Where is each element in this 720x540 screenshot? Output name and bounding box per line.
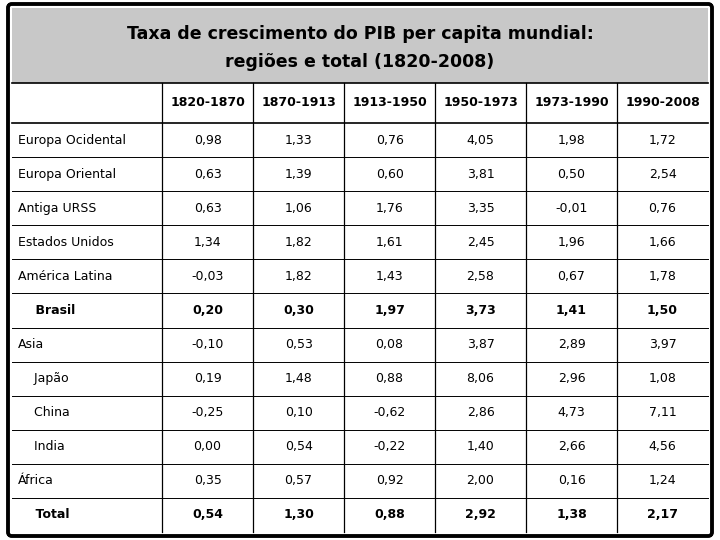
Text: 0,98: 0,98	[194, 133, 222, 146]
Text: 2,00: 2,00	[467, 474, 495, 488]
Text: regiões e total (1820-2008): regiões e total (1820-2008)	[225, 53, 495, 71]
Text: 1820-1870: 1820-1870	[170, 97, 245, 110]
Text: 0,88: 0,88	[374, 509, 405, 522]
Text: 2,58: 2,58	[467, 270, 495, 283]
Text: Taxa de crescimento do PIB per capita mundial:: Taxa de crescimento do PIB per capita mu…	[127, 25, 593, 43]
Text: India: India	[18, 440, 65, 453]
Text: 1,98: 1,98	[558, 133, 585, 146]
Text: 8,06: 8,06	[467, 372, 495, 385]
Text: 1,34: 1,34	[194, 236, 222, 249]
Text: 2,17: 2,17	[647, 509, 678, 522]
Text: 2,89: 2,89	[558, 338, 585, 351]
Text: 3,73: 3,73	[465, 304, 496, 317]
Text: Asia: Asia	[18, 338, 44, 351]
Text: 1,76: 1,76	[376, 202, 403, 215]
Text: 2,86: 2,86	[467, 406, 495, 419]
Text: 1,33: 1,33	[285, 133, 312, 146]
Text: 0,53: 0,53	[284, 338, 312, 351]
Text: 1990-2008: 1990-2008	[625, 97, 700, 110]
Text: 1950-1973: 1950-1973	[444, 97, 518, 110]
Text: 1,82: 1,82	[284, 270, 312, 283]
Text: 1,39: 1,39	[285, 167, 312, 180]
Text: 3,97: 3,97	[649, 338, 676, 351]
Text: 2,96: 2,96	[558, 372, 585, 385]
Text: 0,54: 0,54	[284, 440, 312, 453]
Text: 1,30: 1,30	[283, 509, 314, 522]
Text: 3,35: 3,35	[467, 202, 495, 215]
Text: 4,05: 4,05	[467, 133, 495, 146]
Text: 0,76: 0,76	[376, 133, 403, 146]
Text: 0,20: 0,20	[192, 304, 223, 317]
Text: 0,54: 0,54	[192, 509, 223, 522]
Text: 7,11: 7,11	[649, 406, 676, 419]
Text: -0,62: -0,62	[374, 406, 405, 419]
Text: 0,88: 0,88	[376, 372, 404, 385]
Text: 0,16: 0,16	[558, 474, 585, 488]
Text: 1,66: 1,66	[649, 236, 676, 249]
Text: 2,66: 2,66	[558, 440, 585, 453]
Text: Total: Total	[18, 509, 70, 522]
Text: América Latina: América Latina	[18, 270, 112, 283]
Text: 0,57: 0,57	[284, 474, 312, 488]
Text: -0,10: -0,10	[192, 338, 224, 351]
Text: 1973-1990: 1973-1990	[534, 97, 609, 110]
Text: 1,78: 1,78	[649, 270, 677, 283]
Text: 1870-1913: 1870-1913	[261, 97, 336, 110]
Text: China: China	[18, 406, 70, 419]
Text: 3,81: 3,81	[467, 167, 495, 180]
Text: 0,19: 0,19	[194, 372, 222, 385]
Text: 1,06: 1,06	[284, 202, 312, 215]
Text: 0,35: 0,35	[194, 474, 222, 488]
Text: 1,96: 1,96	[558, 236, 585, 249]
Text: 0,30: 0,30	[283, 304, 314, 317]
Text: 3,87: 3,87	[467, 338, 495, 351]
Text: -0,22: -0,22	[374, 440, 405, 453]
Text: 0,76: 0,76	[649, 202, 677, 215]
Text: 2,45: 2,45	[467, 236, 495, 249]
Text: 0,08: 0,08	[376, 338, 404, 351]
Text: 1,50: 1,50	[647, 304, 678, 317]
Text: 1,61: 1,61	[376, 236, 403, 249]
Text: África: África	[18, 474, 54, 488]
Text: 0,63: 0,63	[194, 202, 222, 215]
Text: 0,10: 0,10	[284, 406, 312, 419]
Text: 2,54: 2,54	[649, 167, 676, 180]
Text: 1913-1950: 1913-1950	[352, 97, 427, 110]
Text: Brasil: Brasil	[18, 304, 76, 317]
Text: 1,72: 1,72	[649, 133, 676, 146]
Text: -0,01: -0,01	[555, 202, 588, 215]
Text: Europa Ocidental: Europa Ocidental	[18, 133, 126, 146]
Text: -0,25: -0,25	[192, 406, 224, 419]
Bar	[12, 8, 708, 83]
Text: 1,24: 1,24	[649, 474, 676, 488]
FancyBboxPatch shape	[8, 4, 712, 536]
Text: 0,60: 0,60	[376, 167, 403, 180]
Text: Japão: Japão	[18, 372, 68, 385]
Text: 1,38: 1,38	[556, 509, 587, 522]
Text: -0,03: -0,03	[192, 270, 224, 283]
Text: 0,92: 0,92	[376, 474, 403, 488]
Text: 1,41: 1,41	[556, 304, 587, 317]
Text: 4,73: 4,73	[558, 406, 585, 419]
Text: 1,43: 1,43	[376, 270, 403, 283]
Text: 0,50: 0,50	[557, 167, 585, 180]
Text: 0,00: 0,00	[194, 440, 222, 453]
Text: 0,63: 0,63	[194, 167, 222, 180]
Text: Estados Unidos: Estados Unidos	[18, 236, 114, 249]
Text: 2,92: 2,92	[465, 509, 496, 522]
Text: 1,08: 1,08	[649, 372, 677, 385]
Text: 4,56: 4,56	[649, 440, 676, 453]
Text: Europa Oriental: Europa Oriental	[18, 167, 116, 180]
Text: Antiga URSS: Antiga URSS	[18, 202, 96, 215]
Text: 1,97: 1,97	[374, 304, 405, 317]
Text: 1,40: 1,40	[467, 440, 495, 453]
Text: 1,82: 1,82	[284, 236, 312, 249]
Text: 1,48: 1,48	[284, 372, 312, 385]
Text: 0,67: 0,67	[557, 270, 585, 283]
